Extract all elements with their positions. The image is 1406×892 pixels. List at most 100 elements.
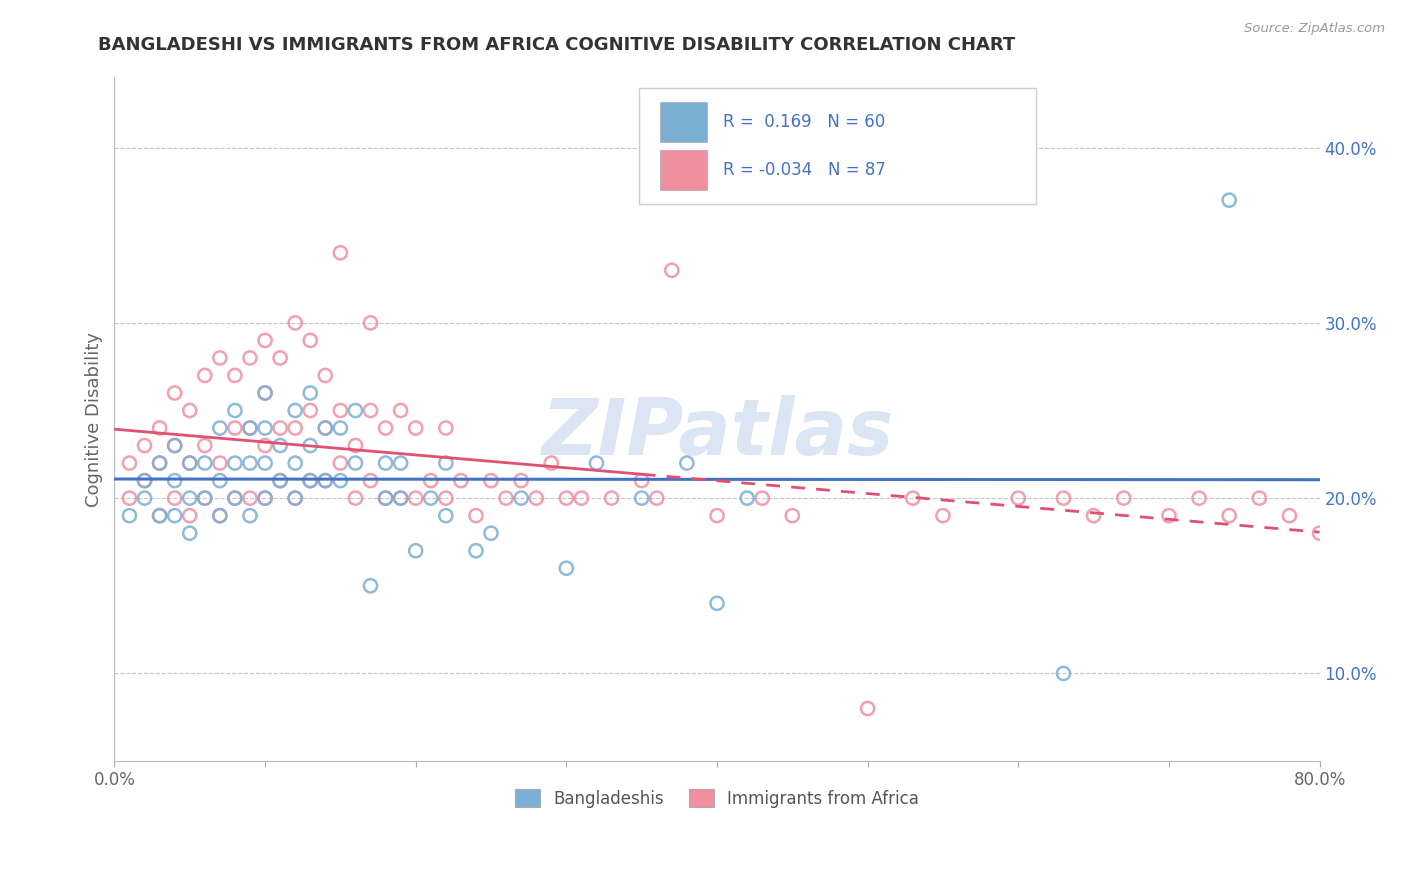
Point [284, 456, 307, 470]
Point [1309, 526, 1331, 541]
Point [179, 456, 201, 470]
Point [495, 491, 517, 505]
Point [735, 491, 758, 505]
Point [224, 368, 246, 383]
Point [299, 403, 322, 417]
Point [208, 351, 231, 365]
Point [360, 579, 382, 593]
Point [374, 491, 396, 505]
Point [782, 508, 804, 523]
Point [706, 596, 728, 610]
Point [479, 526, 502, 541]
Point [269, 438, 291, 452]
Point [360, 316, 382, 330]
Point [254, 386, 277, 401]
Point [314, 421, 336, 435]
Point [269, 474, 291, 488]
Point [329, 474, 352, 488]
Point [450, 474, 472, 488]
Point [254, 421, 277, 435]
Point [1188, 491, 1211, 505]
Point [344, 456, 367, 470]
Point [254, 491, 277, 505]
Point [284, 491, 307, 505]
Point [389, 456, 412, 470]
Point [254, 438, 277, 452]
Point [389, 491, 412, 505]
Point [224, 491, 246, 505]
Point [1157, 508, 1180, 523]
Point [374, 491, 396, 505]
Point [645, 491, 668, 505]
Point [194, 368, 217, 383]
Point [254, 334, 277, 348]
Point [179, 403, 201, 417]
Point [254, 386, 277, 401]
Point [118, 491, 141, 505]
Point [149, 456, 172, 470]
Point [419, 474, 441, 488]
Point [314, 368, 336, 383]
Point [299, 386, 322, 401]
FancyBboxPatch shape [661, 102, 707, 142]
Point [194, 491, 217, 505]
Point [254, 456, 277, 470]
Point [1052, 666, 1074, 681]
Point [254, 491, 277, 505]
Point [555, 491, 578, 505]
Point [360, 403, 382, 417]
Point [344, 491, 367, 505]
Point [329, 421, 352, 435]
Point [299, 474, 322, 488]
Point [932, 508, 955, 523]
Point [1218, 508, 1240, 523]
Point [208, 456, 231, 470]
FancyBboxPatch shape [661, 150, 707, 190]
Point [479, 474, 502, 488]
Point [269, 421, 291, 435]
Point [524, 491, 547, 505]
Point [510, 491, 533, 505]
Point [179, 508, 201, 523]
Point [208, 474, 231, 488]
Point [208, 508, 231, 523]
Point [329, 245, 352, 260]
Point [194, 438, 217, 452]
Point [179, 456, 201, 470]
Point [134, 474, 156, 488]
Point [676, 456, 699, 470]
Point [405, 421, 427, 435]
Point [284, 421, 307, 435]
Point [329, 456, 352, 470]
Point [118, 456, 141, 470]
Point [239, 508, 262, 523]
Point [1083, 508, 1105, 523]
Point [901, 491, 924, 505]
Text: R =  0.169   N = 60: R = 0.169 N = 60 [723, 113, 886, 131]
Point [299, 474, 322, 488]
Point [1112, 491, 1135, 505]
FancyBboxPatch shape [638, 87, 1036, 204]
Point [630, 474, 652, 488]
Point [314, 421, 336, 435]
Point [465, 508, 488, 523]
Point [149, 508, 172, 523]
Point [224, 491, 246, 505]
Point [329, 403, 352, 417]
Point [194, 491, 217, 505]
Point [208, 421, 231, 435]
Point [179, 491, 201, 505]
Point [1218, 193, 1240, 207]
Point [1249, 491, 1271, 505]
Y-axis label: Cognitive Disability: Cognitive Disability [86, 332, 103, 507]
Point [269, 474, 291, 488]
Point [163, 386, 186, 401]
Point [269, 351, 291, 365]
Point [661, 263, 683, 277]
Point [1278, 508, 1301, 523]
Point [630, 491, 652, 505]
Point [600, 491, 623, 505]
Point [149, 421, 172, 435]
Point [134, 474, 156, 488]
Point [239, 351, 262, 365]
